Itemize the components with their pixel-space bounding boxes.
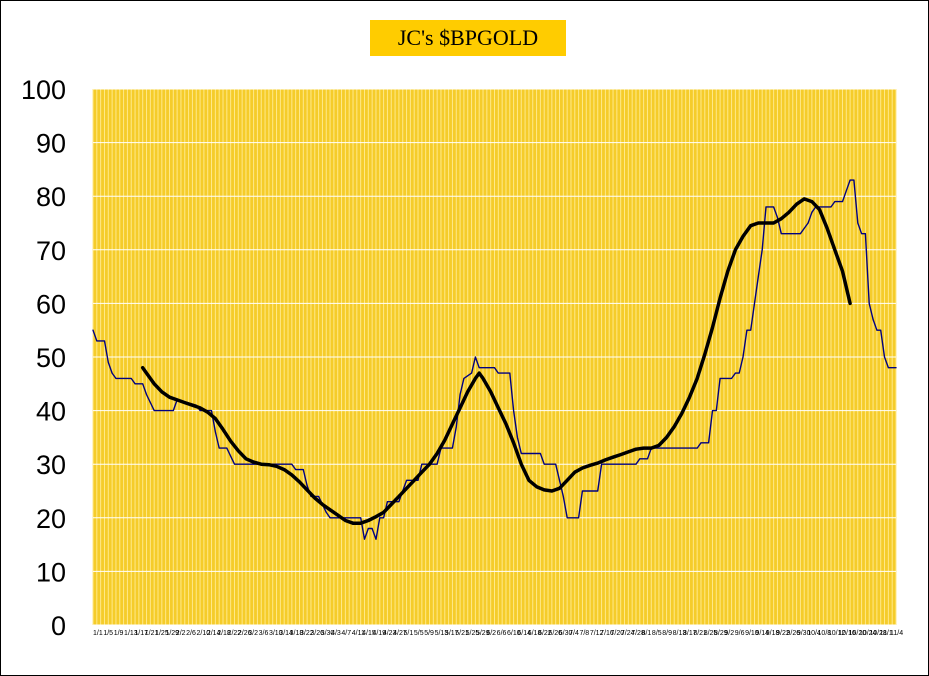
- x-tick-label: 8/5: [652, 630, 662, 637]
- x-tick-label: 5/13: [435, 630, 449, 637]
- x-tick-label: 4/3: [331, 630, 341, 637]
- x-tick-label: 9/2: [724, 630, 734, 637]
- x-tick-label: 10/12: [828, 630, 846, 637]
- x-tick-label: 3/30: [321, 630, 335, 637]
- x-tick-label: 7/12: [590, 630, 604, 637]
- x-tick-label: 10/4: [807, 630, 821, 637]
- x-tick-label: 6/18: [528, 630, 542, 637]
- x-tick-label: 7/24: [621, 630, 635, 637]
- x-tick-label: 2/14: [207, 630, 221, 637]
- x-tick-label: 2/10: [197, 630, 211, 637]
- x-tick-label: 3/18: [290, 630, 304, 637]
- x-tick-label: 10/20: [849, 630, 867, 637]
- y-tick-label: 20: [36, 504, 66, 534]
- y-tick-label: 60: [36, 289, 66, 319]
- x-tick-label: 6/22: [538, 630, 552, 637]
- series-group: [92, 179, 897, 540]
- x-tick-label: 3/26: [310, 630, 324, 637]
- x-tick-label: 4/7: [341, 630, 351, 637]
- x-tick-label: 3/10: [269, 630, 283, 637]
- x-tick-label: 6/14: [517, 630, 531, 637]
- x-tick-label: 9/26: [786, 630, 800, 637]
- x-tick-label: 2/18: [217, 630, 231, 637]
- x-tick-label: 4/15: [362, 630, 376, 637]
- x-tick-label: 2/22: [228, 630, 242, 637]
- x-tick-label: 3/2: [248, 630, 258, 637]
- y-tick-label: 30: [36, 450, 66, 480]
- x-tick-label: 8/17: [683, 630, 697, 637]
- x-tick-label: 9/22: [776, 630, 790, 637]
- x-tick-label: 5/5: [414, 630, 424, 637]
- x-tick-label: 5/9: [424, 630, 434, 637]
- y-axis-ticks: 0 10 20 30 40 50 60 70 80 90 100: [21, 75, 66, 641]
- y-tick-label: 70: [36, 236, 66, 266]
- x-tick-label: 6/26: [548, 630, 562, 637]
- x-tick-label: 5/29: [476, 630, 490, 637]
- x-tick-label: 8/13: [673, 630, 687, 637]
- x-tick-label: 10/16: [838, 630, 856, 637]
- x-tick-label: 1/1: [93, 630, 103, 637]
- x-tick-label: 4/19: [372, 630, 386, 637]
- x-tick-label: 1/13: [124, 630, 138, 637]
- x-tick-label: 1/21: [145, 630, 159, 637]
- x-tick-label: 1/29: [165, 630, 179, 637]
- y-tick-label: 80: [36, 182, 66, 212]
- y-tick-label: 50: [36, 343, 66, 373]
- x-tick-label: 7/8: [579, 630, 589, 637]
- x-tick-label: 5/1: [404, 630, 414, 637]
- x-tick-label: 2/26: [238, 630, 252, 637]
- x-tick-label: 9/6: [735, 630, 745, 637]
- y-tick-label: 40: [36, 397, 66, 427]
- x-tick-label: 8/21: [693, 630, 707, 637]
- x-tick-label: 9/10: [745, 630, 759, 637]
- x-tick-label: 1/25: [155, 630, 169, 637]
- x-tick-label: 9/14: [755, 630, 769, 637]
- y-tick-label: 100: [21, 75, 66, 105]
- x-tick-label: 7/28: [631, 630, 645, 637]
- x-tick-label: 6/10: [507, 630, 521, 637]
- x-tick-label: 1/9: [114, 630, 124, 637]
- x-tick-label: 7/4: [569, 630, 579, 637]
- x-tick-label: 2/6: [186, 630, 196, 637]
- x-tick-label: 3/22: [300, 630, 314, 637]
- x-tick-label: 10/8: [818, 630, 832, 637]
- x-tick-label: 6/30: [559, 630, 573, 637]
- x-tick-label: 4/23: [383, 630, 397, 637]
- y-tick-label: 0: [51, 611, 66, 641]
- x-tick-label: 11/4: [890, 630, 903, 637]
- series-line-thin: [92, 179, 897, 540]
- x-tick-label: 6/6: [497, 630, 507, 637]
- x-axis-ticks: 1/1 1/5 1/9 1/131/171/211/251/292/2 2/6 2/102…: [93, 630, 903, 637]
- x-tick-label: 9/18: [766, 630, 780, 637]
- x-tick-label: 4/27: [393, 630, 407, 637]
- x-tick-label: 5/25: [466, 630, 480, 637]
- x-tick-label: 9/30: [797, 630, 811, 637]
- x-tick-label: 3/14: [279, 630, 293, 637]
- series-line-thick: [140, 197, 852, 525]
- y-tick-label: 90: [36, 129, 66, 159]
- x-tick-label: 10/28: [869, 630, 887, 637]
- x-tick-label: 3/6: [259, 630, 269, 637]
- x-tick-label: 7/16: [600, 630, 614, 637]
- y-tick-label: 10: [36, 557, 66, 587]
- x-tick-label: 8/29: [714, 630, 728, 637]
- x-tick-label: 6/2: [486, 630, 496, 637]
- x-tick-label: 1/17: [134, 630, 148, 637]
- chart-title: JC's $BPGOLD: [370, 20, 566, 56]
- horizontal-grid: [93, 88, 896, 626]
- x-tick-label: 1/5: [103, 630, 113, 637]
- x-tick-label: 8/1: [642, 630, 652, 637]
- x-tick-label: 8/25: [704, 630, 718, 637]
- x-tick-label: 8/9: [662, 630, 672, 637]
- x-tick-label: 11/1: [880, 630, 893, 637]
- x-tick-label: 4/11: [352, 630, 365, 637]
- x-tick-label: 10/24: [859, 630, 877, 637]
- x-tick-label: 5/17: [445, 630, 459, 637]
- x-tick-label: 2/2: [176, 630, 186, 637]
- x-tick-label: 7/20: [611, 630, 625, 637]
- x-tick-label: 5/21: [455, 630, 469, 637]
